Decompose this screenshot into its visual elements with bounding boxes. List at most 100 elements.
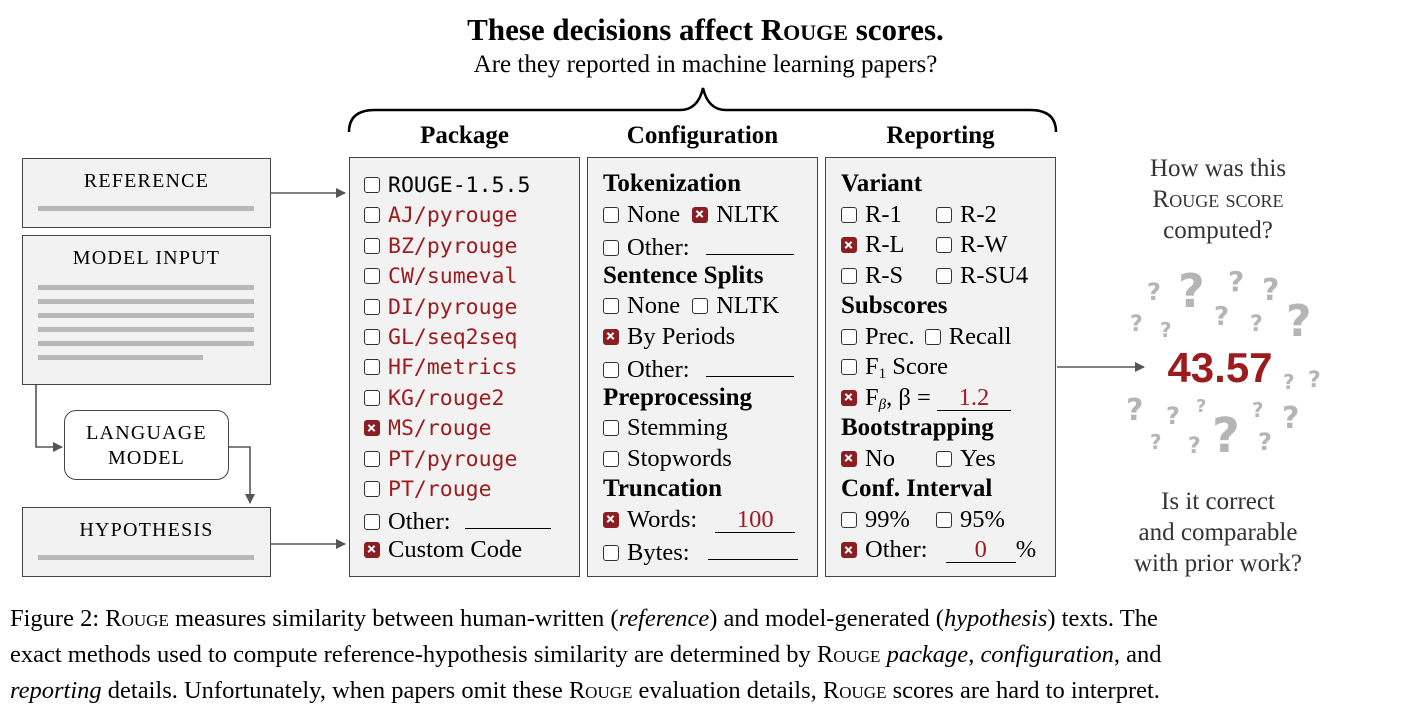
variant-row-3: R-S R-SU4: [841, 261, 1053, 291]
ci-99-label: 99%: [865, 505, 910, 533]
model-input-label: MODEL INPUT: [72, 247, 221, 269]
question-mark-glyph: ?: [1212, 408, 1240, 464]
package-checkbox[interactable]: [364, 389, 380, 406]
question-mark-glyph: ?: [1130, 312, 1143, 337]
ss-none-label: None: [627, 292, 681, 319]
question-mark-glyph: ?: [1147, 278, 1161, 306]
checkbox-stopwords[interactable]: [603, 450, 619, 467]
ci-other-value[interactable]: 0: [945, 537, 1016, 563]
checkbox-tok-other[interactable]: [603, 240, 619, 256]
model-input-box: MODEL INPUT: [22, 235, 271, 385]
caption-text: measures similarity between human-writte…: [168, 605, 619, 632]
checkbox-ss-periods[interactable]: [603, 328, 619, 345]
checkbox-r1[interactable]: [841, 206, 857, 223]
package-panel: ROUGE-1.5.5 AJ/pyrouge BZ/pyrouge CW/sumeva…: [349, 157, 580, 577]
model-input-text-line: [38, 299, 254, 304]
checkbox-ci-other[interactable]: [841, 542, 857, 558]
subscores-row-1: Prec. Recall: [841, 322, 1011, 352]
tr-words-value[interactable]: 100: [715, 507, 796, 533]
checkbox-f1[interactable]: [841, 359, 857, 375]
caption-rouge: Rouge: [822, 677, 887, 704]
package-item-label: MS/rouge: [388, 416, 492, 442]
tok-other-blank[interactable]: [705, 230, 794, 255]
package-item-label: KG/rouge2: [388, 385, 505, 411]
checkbox-ss-nltk[interactable]: [692, 298, 709, 314]
caption-reporting: reporting: [10, 677, 102, 704]
hypothesis-text-line: [38, 555, 254, 560]
checkbox-ss-other[interactable]: [603, 362, 619, 378]
language-model-label: LANGUAGE MODEL: [65, 421, 228, 471]
checkbox-tr-words[interactable]: [603, 511, 619, 528]
checkbox-ci-99[interactable]: [841, 511, 857, 528]
checkbox-ci-95[interactable]: [936, 511, 952, 528]
checkbox-tok-nltk[interactable]: [692, 206, 709, 223]
fbeta-value[interactable]: 1.2: [936, 385, 1011, 411]
package-checkbox[interactable]: [364, 177, 380, 193]
curly-brace: [347, 87, 1058, 133]
caption-line-3: reporting details. Unfortunately, when p…: [10, 673, 1400, 709]
model-input-text-line: [38, 285, 254, 290]
checkbox-ss-none[interactable]: [603, 298, 619, 314]
ss-nltk-label: NLTK: [716, 292, 780, 319]
language-model-line2: MODEL: [107, 447, 186, 469]
package-checkbox[interactable]: [364, 237, 380, 254]
package-checkbox[interactable]: [364, 541, 380, 558]
rs-label: R-S: [865, 261, 904, 289]
rl-label: R-L: [865, 231, 905, 258]
checkbox-rs[interactable]: [841, 267, 857, 284]
tr-bytes-blank[interactable]: [707, 535, 798, 560]
package-item: ROUGE-1.5.5: [364, 170, 530, 200]
package-item-label: PT/pyrouge: [388, 446, 518, 472]
checkbox-fbeta[interactable]: [841, 389, 857, 406]
stemming-label: Stemming: [627, 414, 728, 441]
configuration-panel: Tokenization None NLTK Other: Sentence S…: [587, 157, 818, 577]
package-checkbox[interactable]: [364, 359, 380, 376]
ss-other-blank[interactable]: [705, 352, 794, 377]
checkbox-stemming[interactable]: [603, 420, 619, 436]
package-checkbox[interactable]: [364, 268, 380, 285]
variant-heading: Variant: [841, 170, 923, 197]
package-checkbox[interactable]: [364, 329, 380, 345]
checkbox-rsu4[interactable]: [936, 267, 952, 284]
checkbox-bs-no[interactable]: [841, 450, 857, 467]
package-checkbox[interactable]: [364, 207, 380, 224]
package-item: GL/seq2seq: [364, 322, 517, 352]
package-checkbox[interactable]: [364, 481, 380, 497]
checkbox-prec[interactable]: [841, 328, 857, 345]
ci-95-label: 95%: [960, 505, 1005, 533]
tokenization-options: None NLTK: [603, 200, 779, 230]
checkbox-rw[interactable]: [936, 237, 952, 253]
hypothesis-box: HYPOTHESIS: [22, 507, 271, 577]
caption-text: ,: [968, 641, 981, 668]
variant-row-2: R-L R-W: [841, 230, 1053, 260]
package-item-label: ROUGE-1.5.5: [388, 173, 531, 198]
stopwords-label: Stopwords: [627, 444, 732, 472]
package-checkbox[interactable]: [364, 298, 380, 315]
package-item-label: PT/rouge: [388, 477, 492, 502]
caption-text: ) texts. The: [1047, 605, 1158, 632]
checkbox-tr-bytes[interactable]: [603, 545, 619, 561]
package-checkbox[interactable]: [364, 450, 380, 467]
package-checkbox[interactable]: [364, 514, 380, 531]
conf-interval-other: Other: 0%: [841, 535, 1036, 565]
question-top-line3: computed?: [1163, 217, 1273, 244]
checkbox-tok-none[interactable]: [603, 206, 619, 223]
package-other-blank[interactable]: [464, 504, 551, 530]
checkbox-recall[interactable]: [924, 328, 941, 345]
ci-other-label: Other:: [865, 536, 928, 563]
language-model-line1: LANGUAGE: [86, 422, 207, 444]
checkbox-rl[interactable]: [841, 237, 857, 253]
question-mark-glyph: ?: [1283, 370, 1295, 394]
question-mark-glyph: ?: [1308, 368, 1321, 393]
sentence-splits-options: None NLTK: [603, 291, 779, 321]
variant-row-1: R-1 R-2: [841, 200, 1053, 230]
r1-label: R-1: [865, 200, 902, 228]
fbeta-label-f: F: [865, 383, 879, 411]
lm-to-hypothesis-arrow: [229, 446, 255, 504]
checkbox-r2[interactable]: [936, 206, 952, 223]
checkbox-bs-yes[interactable]: [936, 450, 952, 467]
package-checkbox[interactable]: [364, 420, 380, 437]
sentence-splits-other: Other:: [603, 352, 794, 383]
package-item: Other:: [364, 504, 551, 535]
